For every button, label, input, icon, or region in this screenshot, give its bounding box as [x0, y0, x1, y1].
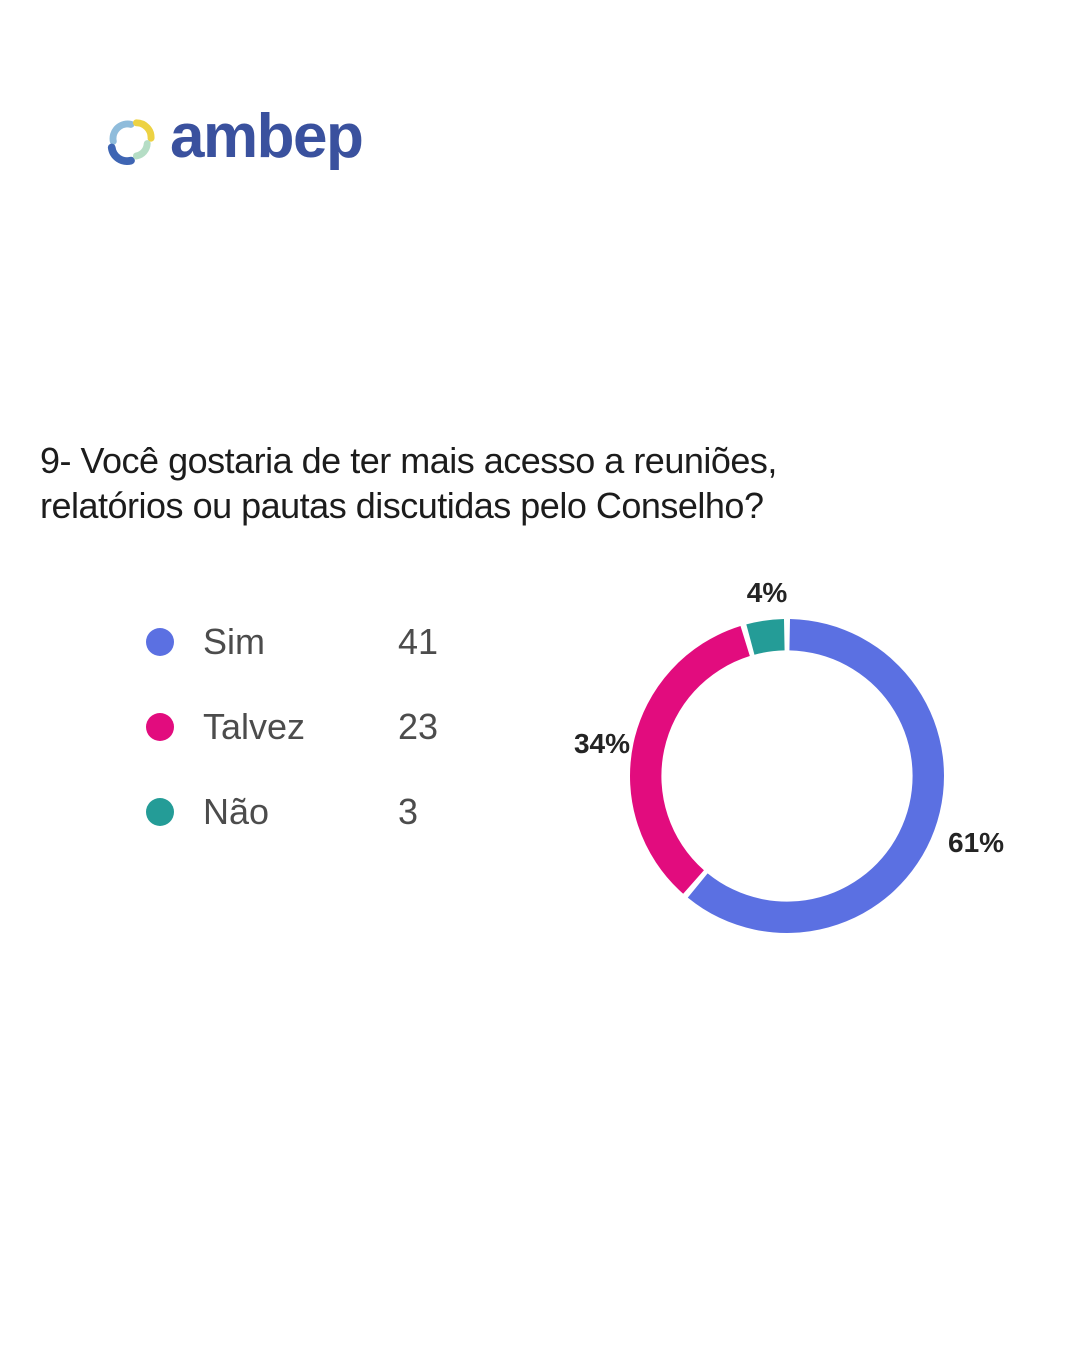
donut-slice-sim: [687, 619, 944, 934]
donut-label-sim: 61%: [948, 827, 1005, 858]
legend-label-talvez: Talvez: [203, 705, 306, 747]
donut-label-talvez: 34%: [573, 728, 630, 759]
ambep-logo-icon: [107, 119, 155, 165]
legend-label-sim: Sim: [203, 620, 265, 662]
legend-swatch-nao: [146, 797, 174, 826]
brand-wordmark: ambep: [170, 102, 364, 171]
donut-label-nao: 4%: [746, 577, 788, 608]
legend-value-sim: 41: [398, 620, 439, 662]
legend-item-nao: Não 3: [146, 769, 476, 854]
legend-item-talvez: Talvez 23: [146, 684, 476, 769]
donut-slice-nao: [746, 619, 785, 655]
question-title: 9- Você gostaria de ter mais acesso a re…: [40, 438, 1000, 528]
donut-chart: [622, 611, 952, 941]
legend-item-sim: Sim 41: [146, 599, 476, 684]
legend-label-nao: Não: [203, 790, 270, 832]
donut-chart-svg: [630, 619, 944, 934]
chart-legend: Sim 41 Talvez 23 Não 3: [146, 599, 476, 854]
question-line-2: relatórios ou pautas discutidas pelo Con…: [40, 485, 764, 526]
question-line-1: 9- Você gostaria de ter mais acesso a re…: [40, 440, 777, 481]
legend-swatch-talvez: [146, 712, 174, 741]
legend-swatch-sim: [146, 627, 174, 656]
brand-logo: ambep: [106, 102, 364, 171]
legend-value-nao: 3: [398, 790, 419, 832]
legend-value-talvez: 23: [398, 705, 439, 747]
donut-slice-talvez: [630, 626, 750, 894]
